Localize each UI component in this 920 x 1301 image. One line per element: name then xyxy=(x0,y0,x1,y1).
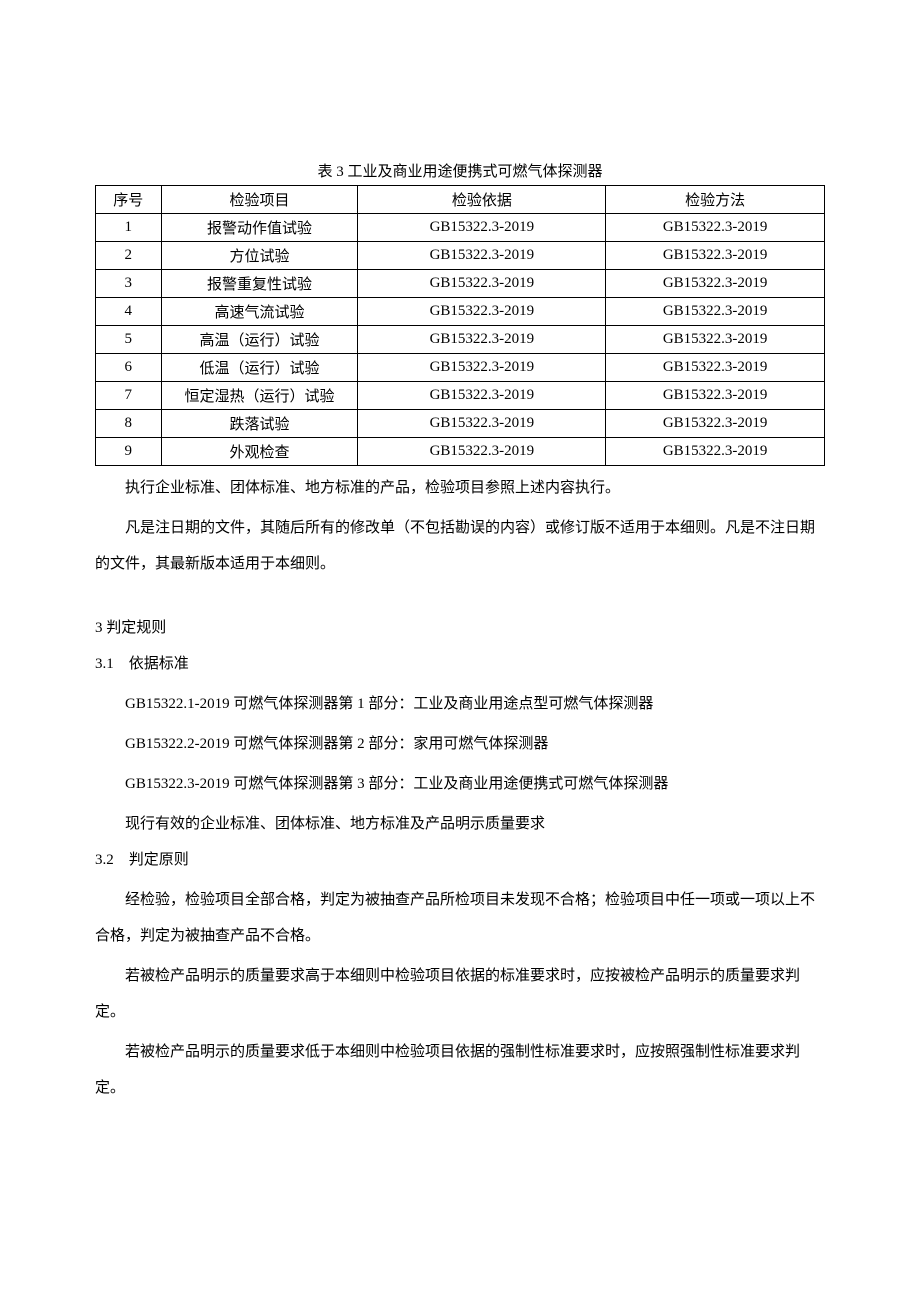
table-cell: GB15322.3-2019 xyxy=(606,270,825,298)
table-cell: 3 xyxy=(96,270,162,298)
table-cell: GB15322.3-2019 xyxy=(358,410,606,438)
table-cell: 高速气流试验 xyxy=(161,298,358,326)
table-cell: GB15322.3-2019 xyxy=(358,382,606,410)
table-cell: GB15322.3-2019 xyxy=(358,214,606,242)
paragraph-standards-note: 执行企业标准、团体标准、地方标准的产品，检验项目参照上述内容执行。 xyxy=(95,470,825,506)
table-cell: GB15322.3-2019 xyxy=(358,270,606,298)
table-row: 1报警动作值试验GB15322.3-2019GB15322.3-2019 xyxy=(96,214,825,242)
table-cell: 跌落试验 xyxy=(161,410,358,438)
standard-reference-line: GB15322.3-2019 可燃气体探测器第 3 部分：工业及商业用途便携式可… xyxy=(95,766,825,802)
section-3-1-title: 依据标准 xyxy=(129,656,189,672)
col-header-method: 检验方法 xyxy=(606,186,825,214)
section-3-2-num: 3.2 xyxy=(95,842,125,878)
table-cell: 方位试验 xyxy=(161,242,358,270)
table-row: 2方位试验GB15322.3-2019GB15322.3-2019 xyxy=(96,242,825,270)
section-3-1-num: 3.1 xyxy=(95,646,125,682)
table-row: 3报警重复性试验GB15322.3-2019GB15322.3-2019 xyxy=(96,270,825,298)
section-3-title: 判定规则 xyxy=(106,620,166,636)
table-cell: GB15322.3-2019 xyxy=(358,242,606,270)
table-cell: 高温（运行）试验 xyxy=(161,326,358,354)
table-row: 6低温（运行）试验GB15322.3-2019GB15322.3-2019 xyxy=(96,354,825,382)
table-row: 9外观检查GB15322.3-2019GB15322.3-2019 xyxy=(96,438,825,466)
table-cell: 报警重复性试验 xyxy=(161,270,358,298)
table-cell: GB15322.3-2019 xyxy=(358,438,606,466)
section-3-1-heading: 3.1 依据标准 xyxy=(95,646,825,682)
table-cell: 报警动作值试验 xyxy=(161,214,358,242)
table-row: 5高温（运行）试验GB15322.3-2019GB15322.3-2019 xyxy=(96,326,825,354)
col-header-seq: 序号 xyxy=(96,186,162,214)
section-3-heading: 3 判定规则 xyxy=(95,610,825,646)
table-cell: 恒定湿热（运行）试验 xyxy=(161,382,358,410)
inspection-table: 序号 检验项目 检验依据 检验方法 1报警动作值试验GB15322.3-2019… xyxy=(95,185,825,466)
table-header-row: 序号 检验项目 检验依据 检验方法 xyxy=(96,186,825,214)
standard-reference-line: 现行有效的企业标准、团体标准、地方标准及产品明示质量要求 xyxy=(95,806,825,842)
judgement-paragraph: 若被检产品明示的质量要求低于本细则中检验项目依据的强制性标准要求时，应按照强制性… xyxy=(95,1034,825,1106)
table-cell: GB15322.3-2019 xyxy=(606,410,825,438)
table-cell: GB15322.3-2019 xyxy=(606,382,825,410)
table-row: 4高速气流试验GB15322.3-2019GB15322.3-2019 xyxy=(96,298,825,326)
table-cell: 9 xyxy=(96,438,162,466)
table-cell: GB15322.3-2019 xyxy=(606,298,825,326)
standard-reference-line: GB15322.1-2019 可燃气体探测器第 1 部分：工业及商业用途点型可燃… xyxy=(95,686,825,722)
table-cell: GB15322.3-2019 xyxy=(358,298,606,326)
table-cell: GB15322.3-2019 xyxy=(358,354,606,382)
table-cell: 1 xyxy=(96,214,162,242)
col-header-item: 检验项目 xyxy=(161,186,358,214)
judgement-paragraph: 若被检产品明示的质量要求高于本细则中检验项目依据的标准要求时，应按被检产品明示的… xyxy=(95,958,825,1030)
section-3-num: 3 xyxy=(95,610,103,646)
standard-reference-line: GB15322.2-2019 可燃气体探测器第 2 部分：家用可燃气体探测器 xyxy=(95,726,825,762)
table-cell: GB15322.3-2019 xyxy=(358,326,606,354)
table-cell: 外观检查 xyxy=(161,438,358,466)
table-cell: GB15322.3-2019 xyxy=(606,214,825,242)
table-cell: GB15322.3-2019 xyxy=(606,326,825,354)
table-cell: 6 xyxy=(96,354,162,382)
table-cell: GB15322.3-2019 xyxy=(606,242,825,270)
col-header-basis: 检验依据 xyxy=(358,186,606,214)
table-cell: GB15322.3-2019 xyxy=(606,354,825,382)
table-cell: 8 xyxy=(96,410,162,438)
table-cell: 4 xyxy=(96,298,162,326)
table-cell: 低温（运行）试验 xyxy=(161,354,358,382)
table-cell: 7 xyxy=(96,382,162,410)
table-row: 8跌落试验GB15322.3-2019GB15322.3-2019 xyxy=(96,410,825,438)
section-3-2-title: 判定原则 xyxy=(129,852,189,868)
document-page: 表 3 工业及商业用途便携式可燃气体探测器 序号 检验项目 检验依据 检验方法 … xyxy=(0,0,920,1301)
table-row: 7恒定湿热（运行）试验GB15322.3-2019GB15322.3-2019 xyxy=(96,382,825,410)
table-cell: 2 xyxy=(96,242,162,270)
table-caption: 表 3 工业及商业用途便携式可燃气体探测器 xyxy=(95,160,825,181)
table-cell: GB15322.3-2019 xyxy=(606,438,825,466)
judgement-paragraph: 经检验，检验项目全部合格，判定为被抽查产品所检项目未发现不合格；检验项目中任一项… xyxy=(95,882,825,954)
section-3-2-heading: 3.2 判定原则 xyxy=(95,842,825,878)
table-cell: 5 xyxy=(96,326,162,354)
paragraph-dated-files-note: 凡是注日期的文件，其随后所有的修改单（不包括勘误的内容）或修订版不适用于本细则。… xyxy=(95,510,825,582)
